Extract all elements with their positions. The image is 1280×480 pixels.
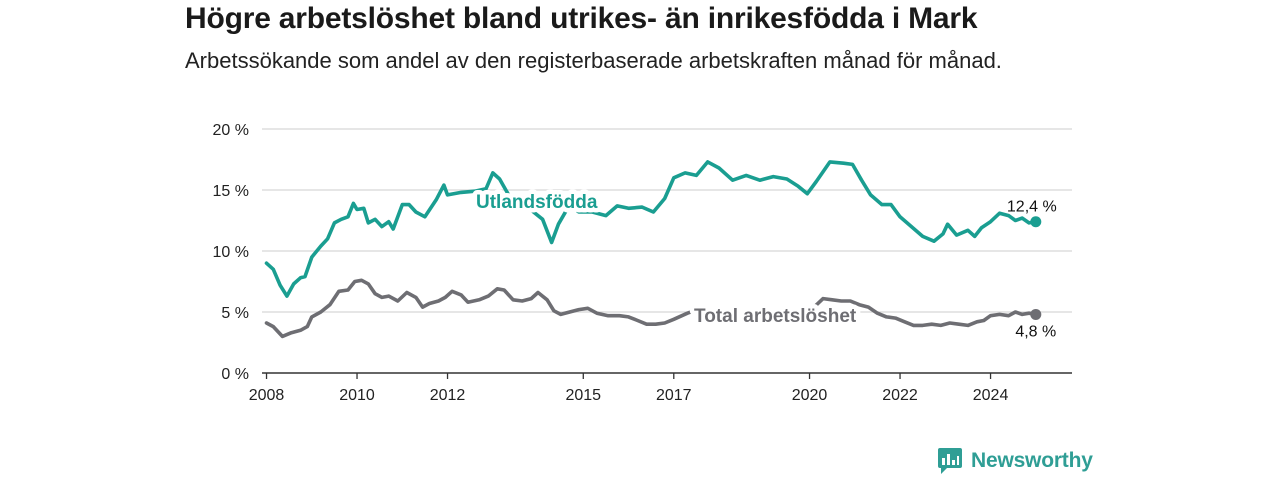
x-tick-label: 2020 xyxy=(792,387,828,404)
series-label-halo: Utlandsfödda xyxy=(476,192,598,213)
x-tick-label: 2008 xyxy=(249,387,285,404)
series-line-total xyxy=(264,278,1038,339)
x-axis: 2008 2010 2012 2015 2017 2020 2022 2024 xyxy=(249,372,1072,404)
grid-lines xyxy=(262,128,1072,313)
series-label-utlandsfodda: Utlandsfödda xyxy=(476,192,598,213)
end-label-utlandsfodda: 12,4 % xyxy=(1007,199,1057,216)
series-label-halo: Total arbetslöshet xyxy=(694,306,857,327)
chart-subtitle: Arbetssökande som andel av den registerb… xyxy=(185,48,1002,73)
x-tick-label: 2010 xyxy=(339,387,375,404)
x-tick-label: 2012 xyxy=(430,387,466,404)
series-label-total: Total arbetslöshet xyxy=(694,306,857,327)
y-axis-ticks: 0 % 5 % 10 % 15 % 20 % xyxy=(213,122,249,383)
x-tick-label: 2024 xyxy=(973,387,1009,404)
y-tick-label: 0 % xyxy=(221,366,249,383)
x-tick-label: 2022 xyxy=(882,387,918,404)
x-tick-label: 2017 xyxy=(656,387,692,404)
y-tick-label: 20 % xyxy=(213,122,249,139)
brand-name: Newsworthy xyxy=(971,449,1093,472)
y-tick-label: 15 % xyxy=(213,183,249,200)
end-point-total xyxy=(1030,308,1042,320)
end-point-utlandsfodda xyxy=(1030,216,1042,228)
end-label-total: 4,8 % xyxy=(1015,323,1056,340)
chart-title: Högre arbetslöshet bland utrikes- än inr… xyxy=(185,2,978,35)
series-lines xyxy=(264,160,1042,339)
newsworthy-brand: Newsworthy xyxy=(937,447,1093,475)
x-tick-label: 2015 xyxy=(565,387,601,404)
series-line-utlandsfodda xyxy=(264,160,1038,298)
y-tick-label: 5 % xyxy=(221,305,249,322)
newsworthy-logo-icon xyxy=(938,448,962,474)
y-tick-label: 10 % xyxy=(213,244,249,261)
